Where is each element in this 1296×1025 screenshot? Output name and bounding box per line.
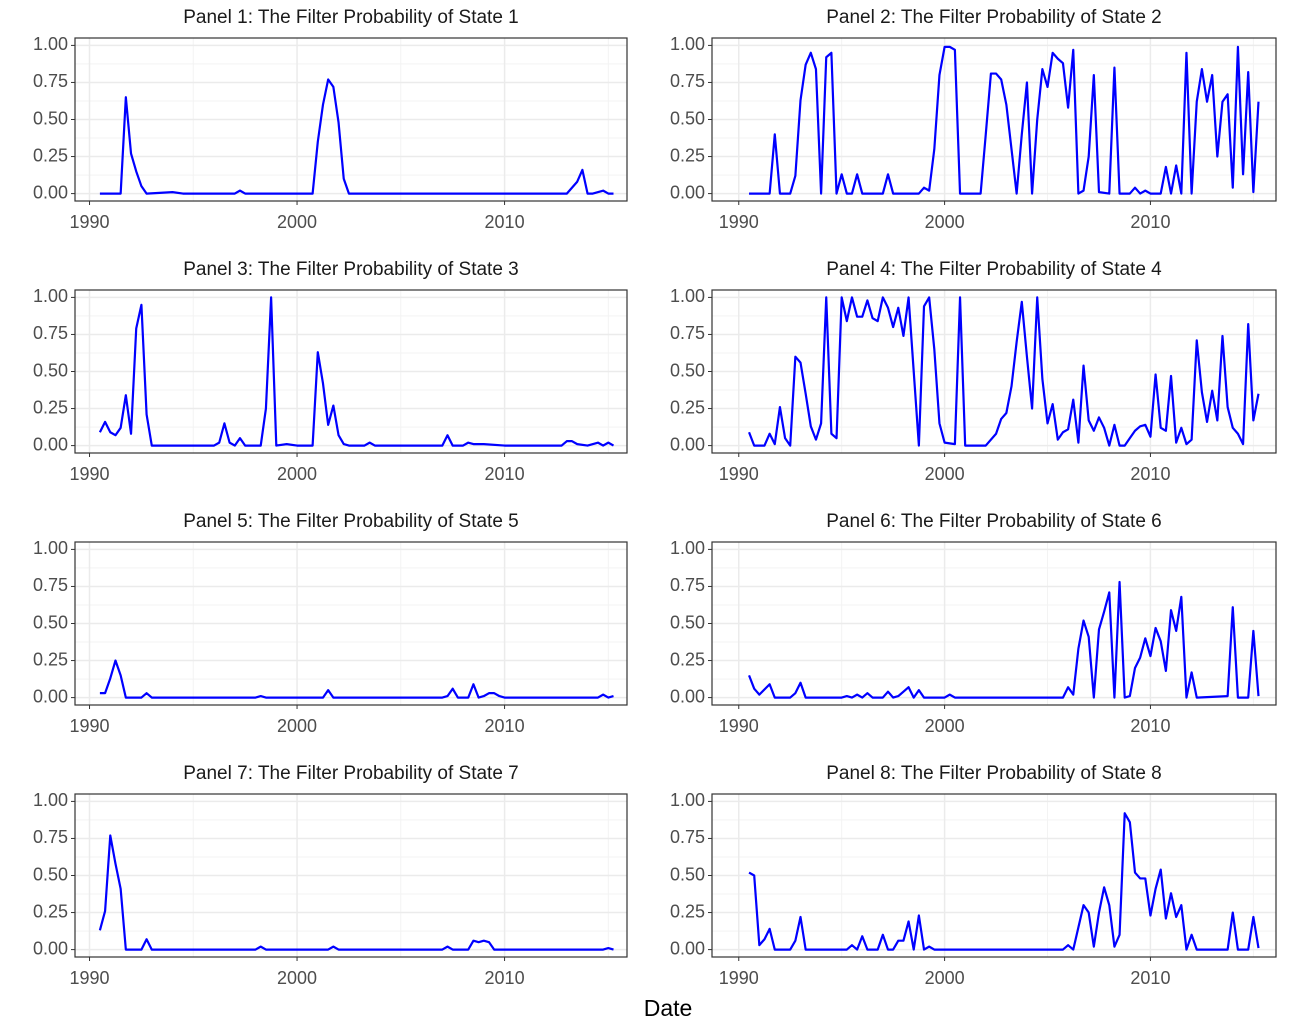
y-tick-label: 1.00 [670, 790, 705, 810]
y-tick-label: 1.00 [33, 538, 68, 558]
x-tick-label: 2010 [1130, 464, 1170, 484]
panel: 0.00 0.25 0.50 0.75 1.00 1990 2000 2010 Panel 3:… [33, 259, 628, 484]
y-tick-label: 0.00 [33, 434, 68, 454]
y-tick-label: 0.50 [33, 612, 68, 632]
x-tick-label: 1990 [719, 968, 759, 988]
y-tick-label: 0.75 [33, 827, 68, 847]
y-tick-label: 0.25 [670, 145, 705, 165]
y-tick-label: 0.00 [33, 182, 68, 202]
y-tick-label: 1.00 [670, 538, 705, 558]
y-tick-label: 0.00 [33, 686, 68, 706]
y-tick-label: 0.25 [33, 397, 68, 417]
y-tick-label: 1.00 [670, 286, 705, 306]
panel-border [74, 289, 628, 454]
y-tick-label: 1.00 [670, 34, 705, 54]
x-tick-label: 2000 [277, 716, 317, 736]
y-tick-label: 0.50 [33, 108, 68, 128]
x-tick-label: 2010 [485, 464, 525, 484]
x-tick-label: 2010 [485, 716, 525, 736]
panel-border [711, 289, 1277, 454]
y-tick-label: 0.75 [670, 71, 705, 91]
x-tick-label: 1990 [70, 968, 110, 988]
x-tick-label: 2010 [1130, 716, 1170, 736]
y-tick-label: 0.75 [670, 575, 705, 595]
y-tick-label: 0.75 [670, 827, 705, 847]
x-tick-label: 2010 [485, 968, 525, 988]
panel-border [74, 37, 628, 202]
x-tick-label: 2000 [277, 464, 317, 484]
data-line [98, 296, 615, 447]
y-tick-label: 0.25 [33, 145, 68, 165]
panel-border [74, 793, 628, 958]
panel: 0.00 0.25 0.50 0.75 1.00 1990 2000 2010 Panel 8:… [670, 763, 1277, 988]
data-line [748, 296, 1260, 447]
x-tick-label: 1990 [719, 716, 759, 736]
panel-border [74, 541, 628, 706]
y-tick-label: 0.75 [33, 71, 68, 91]
x-tick-label: 2000 [925, 464, 965, 484]
panel-title: Panel 8: The Filter Probability of State… [826, 763, 1162, 784]
panel-title: Panel 6: The Filter Probability of State… [826, 511, 1162, 532]
x-tick-label: 2010 [485, 212, 525, 232]
data-line [749, 45, 1260, 195]
y-tick-label: 0.00 [670, 938, 705, 958]
panel-title: Panel 2: The Filter Probability of State… [826, 7, 1162, 28]
y-tick-label: 0.25 [670, 649, 705, 669]
panel: 0.00 0.25 0.50 0.75 1.00 1990 2000 2010 Panel 5:… [33, 511, 628, 736]
panel: 0.00 0.25 0.50 0.75 1.00 1990 2000 2010 Panel 2:… [670, 7, 1277, 232]
panel: 0.00 0.25 0.50 0.75 1.00 1990 2000 2010 Panel 7:… [33, 763, 628, 988]
panel-title: Panel 5: The Filter Probability of State… [183, 511, 519, 532]
y-tick-label: 1.00 [33, 34, 68, 54]
y-tick-label: 0.25 [33, 649, 68, 669]
x-tick-label: 1990 [70, 716, 110, 736]
panel: 0.00 0.25 0.50 0.75 1.00 1990 2000 2010 Panel 4:… [670, 259, 1277, 484]
y-tick-label: 0.00 [670, 434, 705, 454]
y-tick-label: 0.50 [670, 612, 705, 632]
x-tick-label: 2000 [925, 968, 965, 988]
data-line [98, 834, 614, 951]
panel: 0.00 0.25 0.50 0.75 1.00 1990 2000 2010 Panel 1:… [33, 7, 628, 232]
y-tick-label: 0.50 [670, 360, 705, 380]
y-tick-label: 1.00 [33, 790, 68, 810]
panel-border [711, 793, 1277, 958]
y-tick-label: 0.50 [670, 864, 705, 884]
x-tick-label: 2000 [277, 968, 317, 988]
data-line [748, 812, 1260, 951]
data-line [99, 659, 614, 699]
y-tick-label: 0.00 [670, 686, 705, 706]
y-tick-label: 0.25 [670, 901, 705, 921]
y-tick-label: 0.25 [33, 901, 68, 921]
panel: 0.00 0.25 0.50 0.75 1.00 1990 2000 2010 Panel 6:… [670, 511, 1277, 736]
y-tick-label: 0.75 [670, 323, 705, 343]
x-tick-label: 1990 [70, 212, 110, 232]
x-tick-label: 1990 [719, 212, 759, 232]
y-tick-label: 0.00 [670, 182, 705, 202]
panel-border [711, 541, 1277, 706]
y-tick-label: 0.50 [670, 108, 705, 128]
y-tick-label: 0.25 [670, 397, 705, 417]
x-tick-label: 1990 [70, 464, 110, 484]
panel-title: Panel 7: The Filter Probability of State… [183, 763, 519, 784]
x-axis-title: Date [644, 995, 693, 1021]
x-tick-label: 2000 [925, 716, 965, 736]
x-tick-label: 2010 [1130, 968, 1170, 988]
y-tick-label: 0.75 [33, 323, 68, 343]
y-tick-label: 0.00 [33, 938, 68, 958]
x-tick-label: 2000 [925, 212, 965, 232]
y-tick-label: 0.50 [33, 864, 68, 884]
x-tick-label: 2000 [277, 212, 317, 232]
x-tick-label: 2010 [1130, 212, 1170, 232]
y-tick-label: 0.50 [33, 360, 68, 380]
panel-title: Panel 4: The Filter Probability of State… [826, 259, 1162, 280]
panel-title: Panel 3: The Filter Probability of State… [183, 259, 519, 280]
panel-border [711, 37, 1277, 202]
y-tick-label: 0.75 [33, 575, 68, 595]
panel-title: Panel 1: The Filter Probability of State… [183, 7, 519, 28]
y-tick-label: 1.00 [33, 286, 68, 306]
data-line [748, 580, 1260, 699]
x-tick-label: 1990 [719, 464, 759, 484]
data-line [99, 78, 614, 195]
